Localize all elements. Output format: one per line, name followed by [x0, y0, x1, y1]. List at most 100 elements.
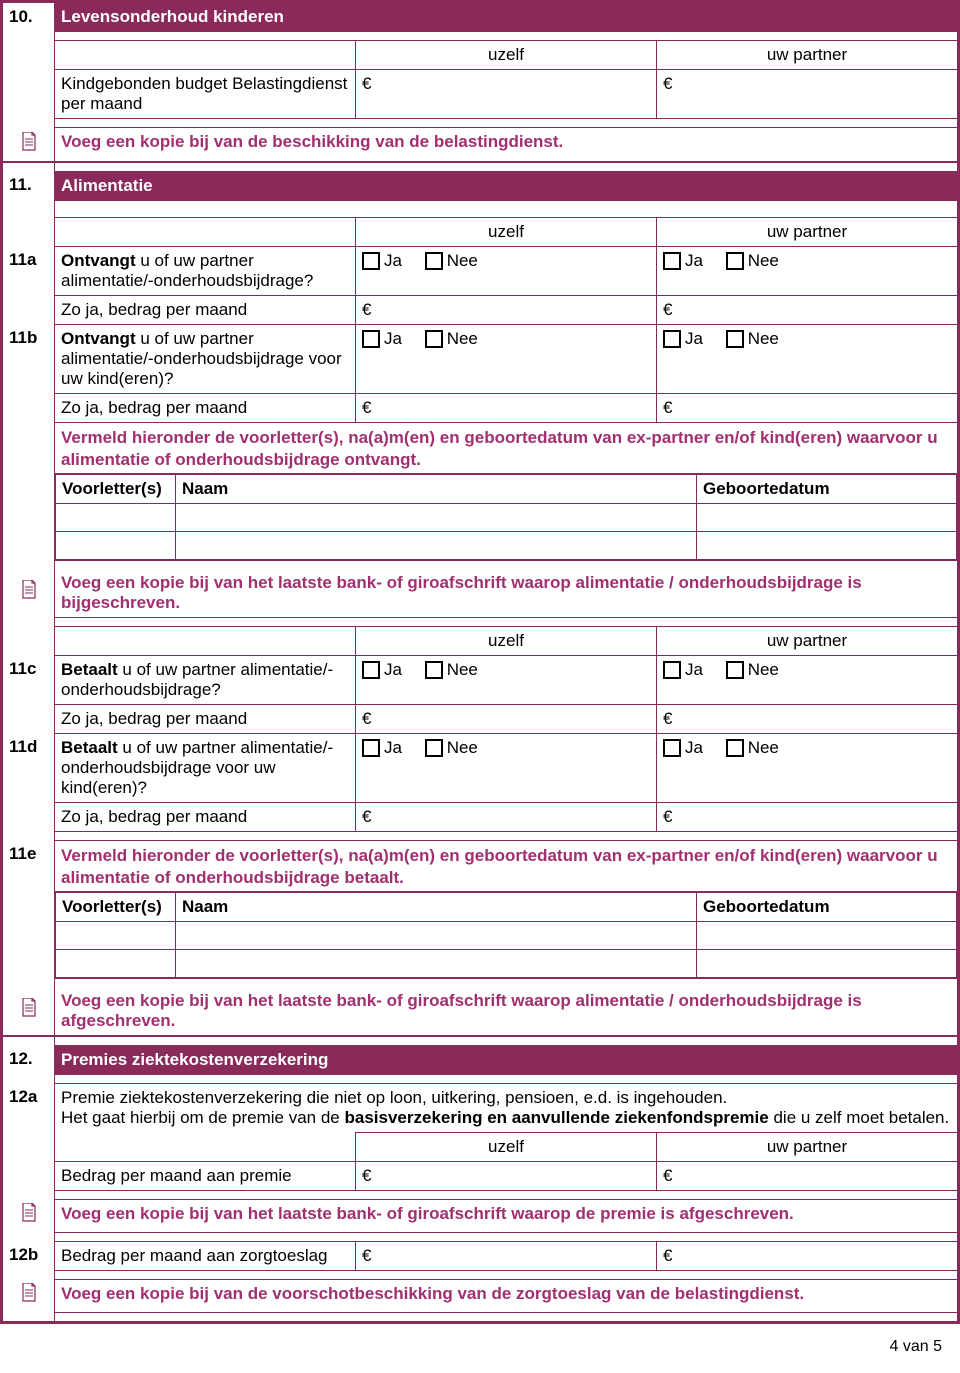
- q-11d-text: Betaalt u of uw partner alimentatie/-ond…: [55, 733, 356, 802]
- document-icon: [21, 580, 37, 600]
- header-uzelf-11: uzelf: [356, 217, 657, 246]
- q-11b-partner: Ja Nee: [657, 324, 958, 393]
- section-10: 10. Levensonderhoud kinderen uzelf uw pa…: [2, 2, 958, 162]
- note-12a: Voeg een kopie bij van het laatste bank-…: [55, 1199, 958, 1232]
- table-11-persons-2: Voorletter(s) Naam Geboortedatum: [55, 892, 957, 978]
- col-naam: Naam: [176, 474, 697, 503]
- header-partner: uw partner: [657, 41, 958, 70]
- input-11d-uzelf[interactable]: €: [356, 802, 657, 831]
- input-11a-uzelf[interactable]: €: [356, 295, 657, 324]
- form-page: 10. Levensonderhoud kinderen uzelf uw pa…: [0, 0, 960, 1324]
- input-12b-partner[interactable]: €: [657, 1241, 958, 1270]
- input-partner-kindbudget[interactable]: €: [657, 70, 958, 119]
- checkbox-11a-partner-nee[interactable]: [726, 252, 744, 270]
- input-p2-voorletter[interactable]: [56, 531, 176, 559]
- header-partner-11: uw partner: [657, 217, 958, 246]
- q-11a-text: Ontvangt u of uw partner alimentatie/-on…: [55, 246, 356, 295]
- row-11d-amount: Zo ja, bedrag per maand: [55, 802, 356, 831]
- q-11d-num: 11d: [3, 733, 55, 802]
- note-11-vermeld2: Vermeld hieronder de voorletter(s), na(a…: [55, 840, 958, 891]
- header-partner-12: uw partner: [657, 1132, 958, 1161]
- input-p2-naam[interactable]: [176, 531, 697, 559]
- checkbox-11c-partner-nee[interactable]: [726, 661, 744, 679]
- table-11-persons-1: Voorletter(s) Naam Geboortedatum: [55, 474, 957, 560]
- input-p3-voorletter[interactable]: [56, 921, 176, 949]
- note-11-vermeld1: Vermeld hieronder de voorletter(s), na(a…: [55, 422, 958, 473]
- q-11c-num: 11c: [3, 655, 55, 704]
- q-11c-uzelf: Ja Nee: [356, 655, 657, 704]
- input-11c-uzelf[interactable]: €: [356, 704, 657, 733]
- header-uzelf-12: uzelf: [356, 1132, 657, 1161]
- q-11a-partner: Ja Nee: [657, 246, 958, 295]
- section-11-num: 11.: [3, 171, 55, 200]
- input-11b-partner[interactable]: €: [657, 393, 958, 422]
- input-11b-uzelf[interactable]: €: [356, 393, 657, 422]
- section-12-title: Premies ziektekostenverzekering: [55, 1045, 958, 1074]
- checkbox-11a-uzelf-nee[interactable]: [425, 252, 443, 270]
- col-voorletters-2: Voorletter(s): [56, 892, 176, 921]
- input-p4-naam[interactable]: [176, 949, 697, 977]
- section-10-num: 10.: [3, 3, 55, 32]
- note-s10: Voeg een kopie bij van de beschikking va…: [55, 128, 958, 162]
- row-12a-premie: Bedrag per maand aan premie: [55, 1161, 356, 1190]
- row-11b-amount: Zo ja, bedrag per maand: [55, 393, 356, 422]
- input-11c-partner[interactable]: €: [657, 704, 958, 733]
- section-11: 11. Alimentatie uzelf uw partner 11a Ont…: [2, 162, 958, 1036]
- checkbox-11d-partner-nee[interactable]: [726, 739, 744, 757]
- input-p3-gd[interactable]: [697, 921, 957, 949]
- q-11b-num: 11b: [3, 324, 55, 393]
- input-12a-uzelf[interactable]: €: [356, 1161, 657, 1190]
- document-icon: [21, 1203, 37, 1223]
- input-11a-partner[interactable]: €: [657, 295, 958, 324]
- checkbox-11d-partner-ja[interactable]: [663, 739, 681, 757]
- input-p1-voorletter[interactable]: [56, 503, 176, 531]
- row-12b-zorgtoeslag: Bedrag per maand aan zorgtoeslag: [55, 1241, 356, 1270]
- input-p2-gd[interactable]: [697, 531, 957, 559]
- input-p1-gd[interactable]: [697, 503, 957, 531]
- checkbox-11b-uzelf-ja[interactable]: [362, 330, 380, 348]
- note-11-attach1: Voeg een kopie bij van het laatste bank-…: [55, 569, 958, 618]
- document-icon: [21, 1283, 37, 1303]
- checkbox-11b-uzelf-nee[interactable]: [425, 330, 443, 348]
- input-p4-gd[interactable]: [697, 949, 957, 977]
- section-10-title: Levensonderhoud kinderen: [55, 3, 958, 32]
- q-12b-num: 12b: [3, 1241, 55, 1270]
- row-kindgebonden-budget: Kindgebonden budget Belastingdienst per …: [55, 70, 356, 119]
- col-geboortedatum: Geboortedatum: [697, 474, 957, 503]
- row-11a-amount: Zo ja, bedrag per maand: [55, 295, 356, 324]
- col-voorletters: Voorletter(s): [56, 474, 176, 503]
- q-11b-text: Ontvangt u of uw partner alimentatie/-on…: [55, 324, 356, 393]
- input-11d-partner[interactable]: €: [657, 802, 958, 831]
- checkbox-11c-partner-ja[interactable]: [663, 661, 681, 679]
- q-11e-num: 11e: [3, 840, 55, 891]
- input-p3-naam[interactable]: [176, 921, 697, 949]
- q-11a-uzelf: Ja Nee: [356, 246, 657, 295]
- checkbox-11b-partner-ja[interactable]: [663, 330, 681, 348]
- input-p1-naam[interactable]: [176, 503, 697, 531]
- checkbox-11a-uzelf-ja[interactable]: [362, 252, 380, 270]
- input-12a-partner[interactable]: €: [657, 1161, 958, 1190]
- document-icon: [21, 132, 37, 152]
- q-11d-partner: Ja Nee: [657, 733, 958, 802]
- col-geboortedatum-2: Geboortedatum: [697, 892, 957, 921]
- note-11-attach2: Voeg een kopie bij van het laatste bank-…: [55, 987, 958, 1036]
- input-12b-uzelf[interactable]: €: [356, 1241, 657, 1270]
- checkbox-11a-partner-ja[interactable]: [663, 252, 681, 270]
- checkbox-11d-uzelf-nee[interactable]: [425, 739, 443, 757]
- checkbox-11b-partner-nee[interactable]: [726, 330, 744, 348]
- checkbox-11d-uzelf-ja[interactable]: [362, 739, 380, 757]
- document-icon: [21, 998, 37, 1018]
- q-12a-text: Premie ziektekostenverzekering die niet …: [55, 1083, 958, 1132]
- q-11d-uzelf: Ja Nee: [356, 733, 657, 802]
- input-uzelf-kindbudget[interactable]: €: [356, 70, 657, 119]
- checkbox-11c-uzelf-ja[interactable]: [362, 661, 380, 679]
- input-p4-voorletter[interactable]: [56, 949, 176, 977]
- checkbox-11c-uzelf-nee[interactable]: [425, 661, 443, 679]
- q-11c-partner: Ja Nee: [657, 655, 958, 704]
- page-number: 4 van 5: [0, 1324, 960, 1364]
- header-partner-11c: uw partner: [657, 626, 958, 655]
- q-11b-uzelf: Ja Nee: [356, 324, 657, 393]
- q-12a-num: 12a: [3, 1083, 55, 1132]
- section-12-num: 12.: [3, 1045, 55, 1074]
- q-11c-text: Betaalt u of uw partner alimentatie/-ond…: [55, 655, 356, 704]
